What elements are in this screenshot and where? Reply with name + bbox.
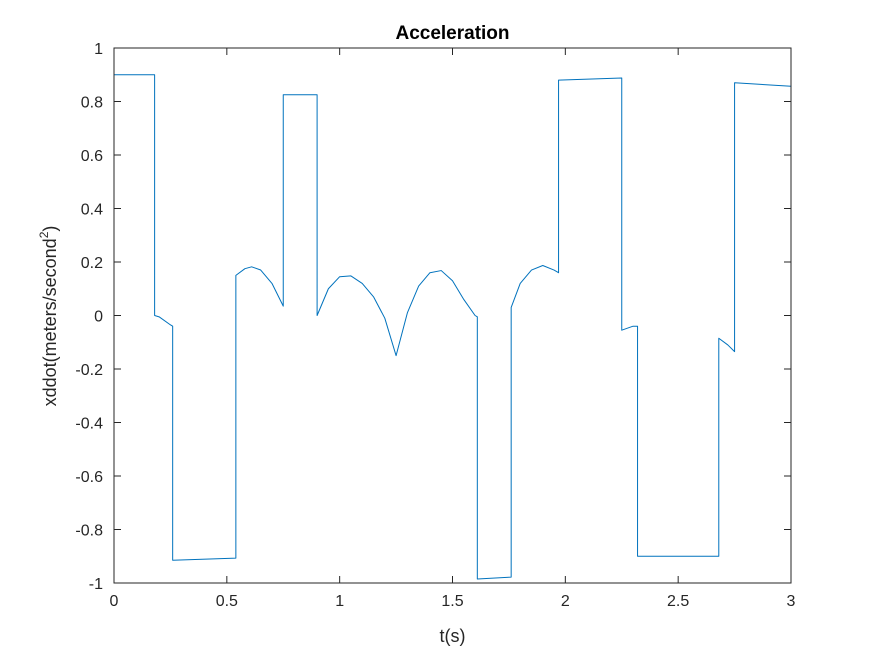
series-line-0: [114, 74, 792, 580]
series-layer: [114, 74, 792, 580]
x-tick-labels: 0 0.5 1 1.5 2 2.5 3: [110, 593, 796, 610]
x-tick-label: 0.5: [216, 593, 238, 610]
y-tick-label: -0.6: [75, 469, 103, 486]
x-tick-label: 1: [335, 593, 344, 610]
axes-box: [113, 47, 792, 584]
y-tick-label: 0.6: [81, 148, 103, 165]
chart-title: Acceleration: [395, 23, 509, 44]
y-tick-label: 1: [94, 41, 103, 58]
y-axis-title-superscript: 2: [37, 231, 51, 238]
y-tick-label: 0.4: [81, 202, 103, 219]
y-axis-title: xddot(meters/second2): [37, 226, 60, 407]
y-tick-label: 0: [94, 309, 103, 326]
x-tick-label: 1.5: [441, 593, 463, 610]
y-tick-label: -0.2: [75, 362, 103, 379]
y-tick-label: 0.8: [81, 95, 103, 112]
y-axis-title-main: xddot(meters/second: [40, 238, 60, 406]
x-tick-label: 2: [561, 593, 570, 610]
x-tick-label: 3: [787, 593, 796, 610]
y-tick-label: -0.4: [75, 416, 103, 433]
x-tick-label: 2.5: [667, 593, 689, 610]
x-tick-label: 0: [110, 593, 119, 610]
plot-area: [114, 48, 791, 583]
x-axis-title: t(s): [440, 626, 466, 646]
y-tick-label: -0.8: [75, 523, 103, 540]
y-axis-title-close: ): [40, 226, 60, 232]
y-tick-label: -1: [89, 576, 103, 593]
y-tick-labels: -1 -0.8 -0.6 -0.4 -0.2 0 0.2 0.4 0.6 0.8 1: [75, 41, 103, 593]
y-tick-label: 0.2: [81, 255, 103, 272]
